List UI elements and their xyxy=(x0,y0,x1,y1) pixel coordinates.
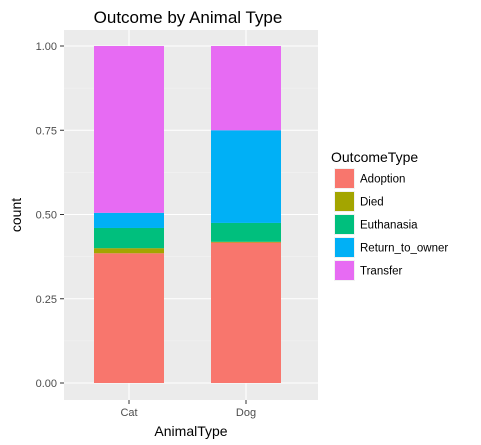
bar-cat-died xyxy=(94,248,164,254)
y-axis-ticks: 0.00 0.25 0.50 0.75 1.00 xyxy=(36,41,64,390)
y-tick-label: 1.00 xyxy=(36,41,57,53)
legend-title: OutcomeType xyxy=(331,149,418,165)
legend-key-died xyxy=(335,192,354,211)
bar-dog-adoption xyxy=(211,242,281,383)
chart-title: Outcome by Animal Type xyxy=(94,8,283,27)
x-tick-label: Cat xyxy=(120,407,137,419)
x-axis-label: AnimalType xyxy=(154,423,227,439)
legend-key-euthanasia xyxy=(335,215,354,234)
bar-cat-adoption xyxy=(94,253,164,383)
x-tick-label: Dog xyxy=(236,407,256,419)
bar-dog-return-to-owner xyxy=(211,130,281,223)
bar-dog-euthanasia xyxy=(211,222,281,242)
legend-label: Return_to_owner xyxy=(360,243,448,255)
bars xyxy=(94,46,281,383)
bar-cat-transfer xyxy=(94,46,164,213)
legend: OutcomeType Adoption Died Euthanasia Return… xyxy=(331,149,448,281)
legend-key-return-to-owner xyxy=(335,238,354,257)
y-tick-label: 0.00 xyxy=(36,378,57,390)
legend-label: Transfer xyxy=(360,266,403,278)
x-axis-ticks: Cat Dog xyxy=(120,400,256,419)
bar-dog-died xyxy=(211,241,281,243)
legend-key-adoption xyxy=(335,169,354,188)
legend-label: Adoption xyxy=(360,174,405,186)
y-tick-label: 0.25 xyxy=(36,294,57,306)
y-axis-label: count xyxy=(8,198,24,232)
bar-cat-return-to-owner xyxy=(94,212,164,228)
y-tick-label: 0.50 xyxy=(36,210,57,222)
legend-items: Adoption Died Euthanasia Return_to_owner Tra… xyxy=(334,168,448,281)
legend-label: Died xyxy=(360,197,384,209)
y-tick-label: 0.75 xyxy=(36,125,57,137)
legend-label: Euthanasia xyxy=(360,220,418,232)
bar-cat-euthanasia xyxy=(94,227,164,249)
bar-dog-transfer xyxy=(211,46,281,131)
legend-key-transfer xyxy=(335,261,354,280)
